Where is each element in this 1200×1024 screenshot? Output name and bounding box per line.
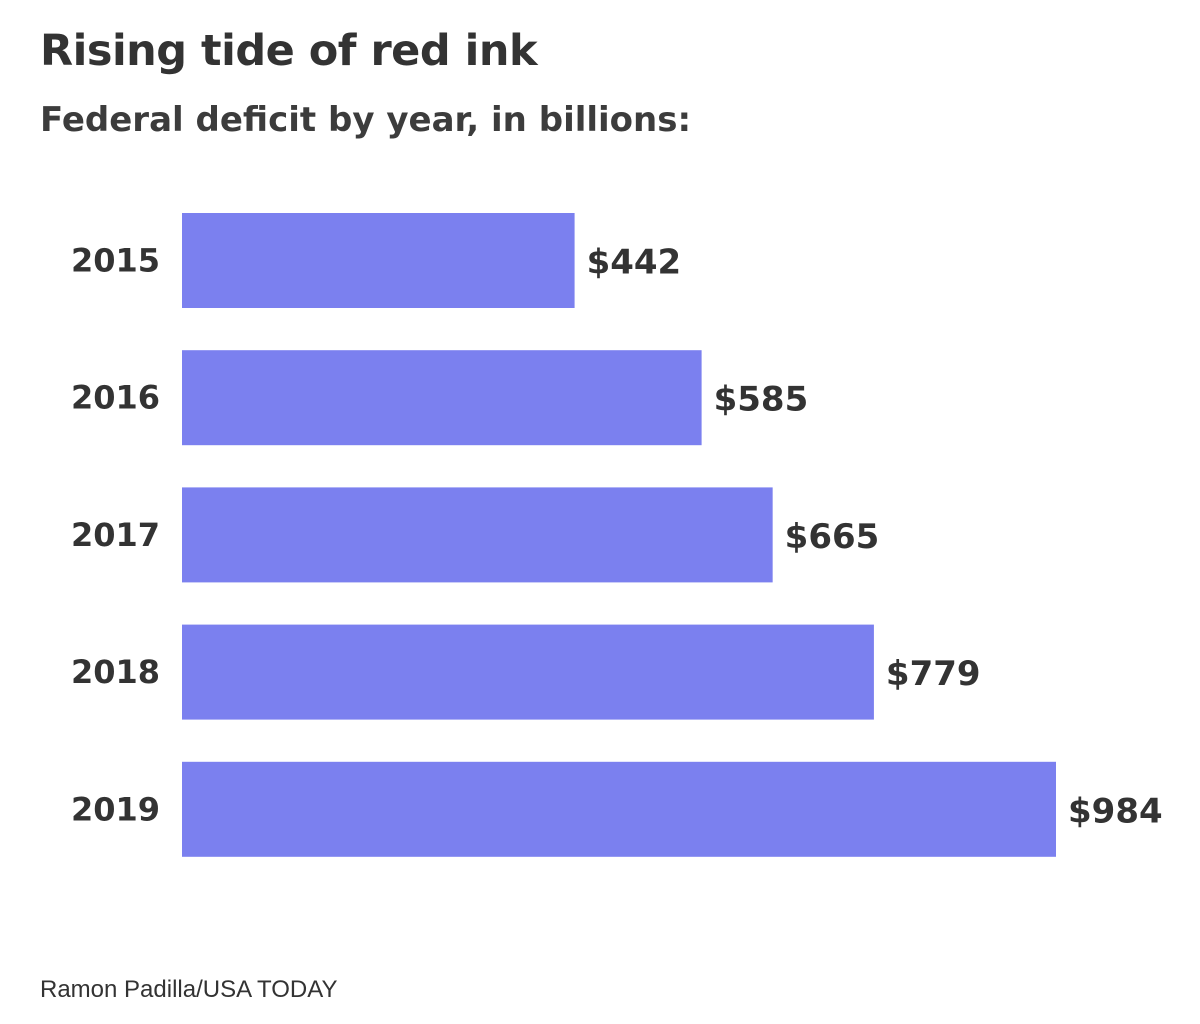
value-label: $984	[1068, 791, 1163, 831]
category-label: 2017	[71, 516, 160, 554]
value-label: $665	[785, 517, 880, 557]
category-label: 2019	[71, 790, 160, 828]
value-label: $779	[886, 654, 981, 694]
value-label: $585	[714, 380, 809, 420]
source-credit: Ramon Padilla/USA TODAY	[40, 976, 338, 1003]
bar	[182, 761, 1056, 857]
bar	[182, 213, 575, 308]
chart-title: Rising tide of red ink	[40, 26, 538, 76]
bar	[182, 487, 773, 583]
category-label: 2018	[71, 653, 160, 691]
value-label: $442	[587, 243, 682, 283]
category-label: 2016	[71, 379, 160, 417]
category-label: 2015	[71, 242, 160, 280]
chart-subtitle: Federal deficit by year, in billions:	[40, 100, 692, 140]
bar	[182, 624, 874, 720]
bar	[182, 350, 702, 446]
